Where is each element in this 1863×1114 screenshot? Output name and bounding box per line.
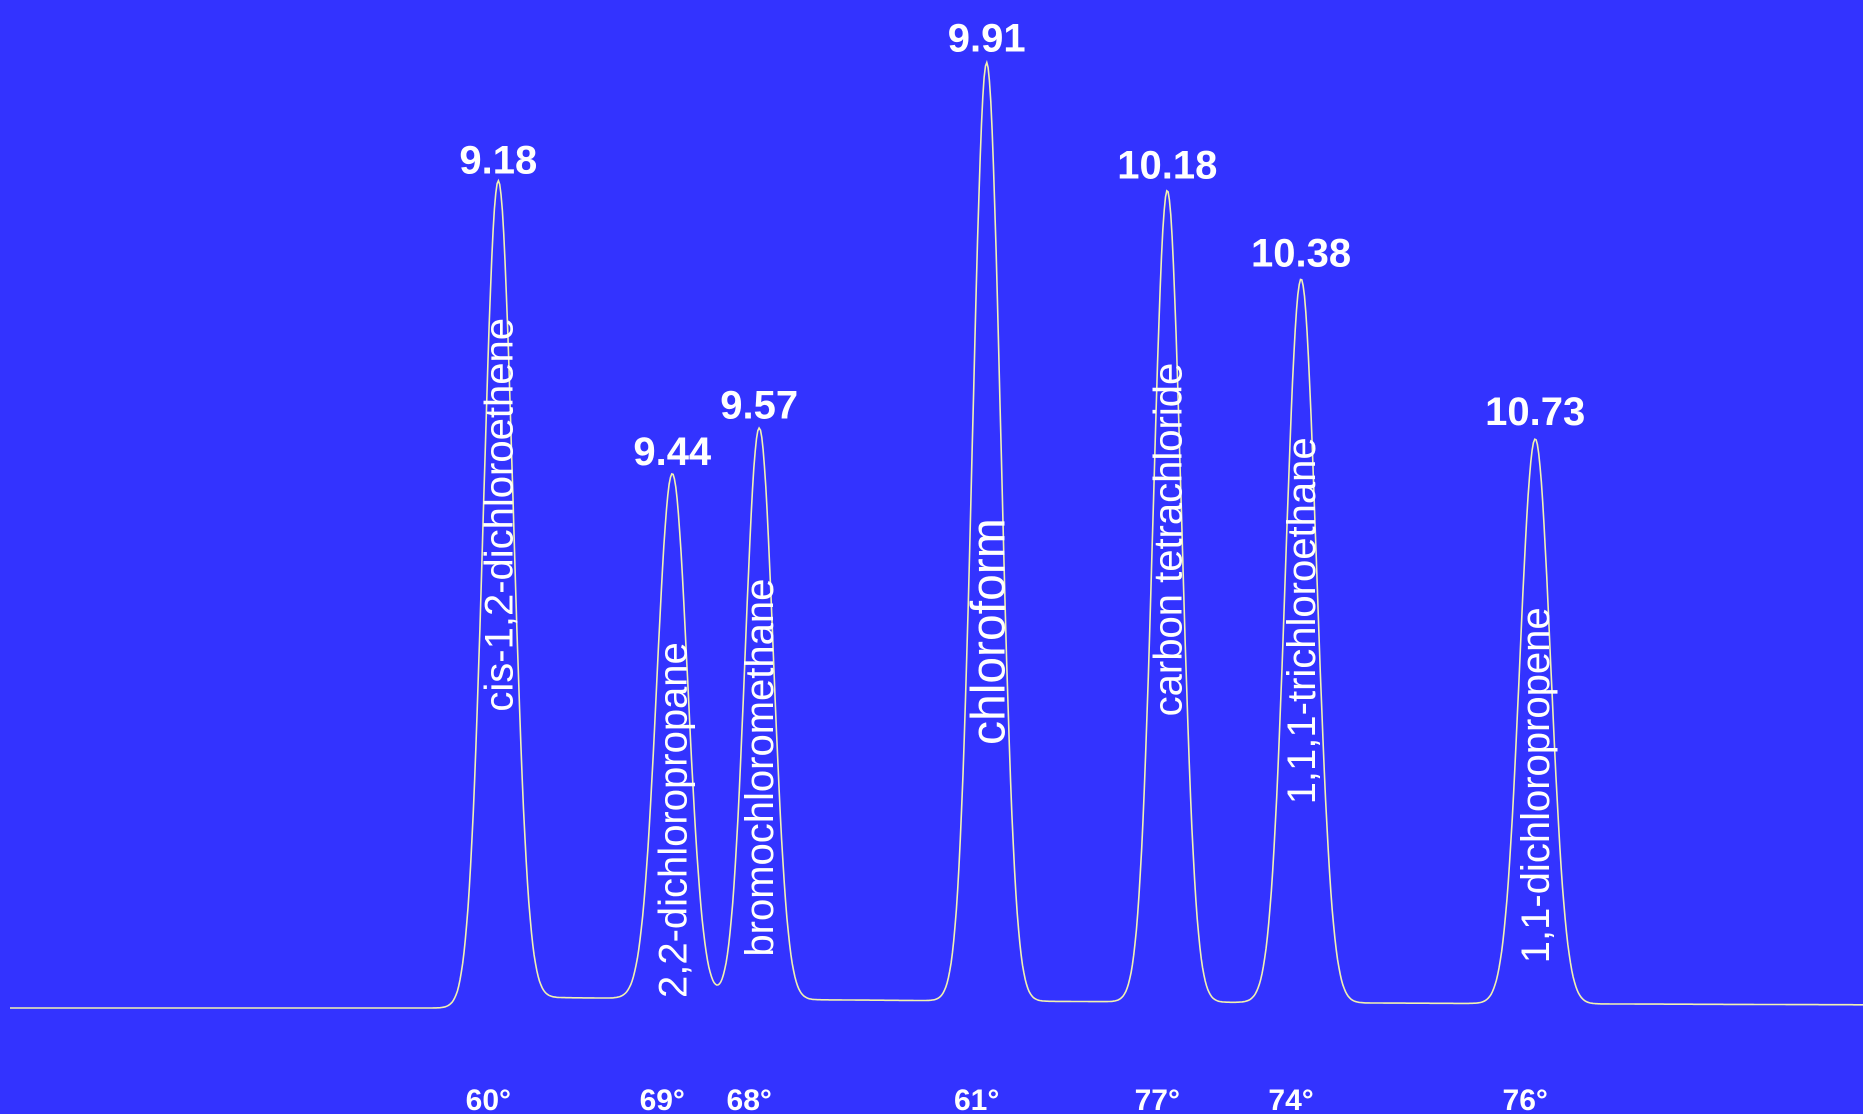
retention-time-label: 10.38 <box>1251 231 1351 275</box>
retention-time-label: 10.18 <box>1117 143 1217 187</box>
retention-time-label: 10.73 <box>1485 390 1585 434</box>
boiling-point-label: 60° <box>466 1084 511 1114</box>
retention-time-label: 9.91 <box>948 17 1026 61</box>
compound-label: 1,1-dichloropropene <box>1514 607 1558 963</box>
compound-label: carbon tetrachloride <box>1146 363 1190 717</box>
retention-time-label: 9.18 <box>459 139 537 183</box>
retention-time-label: 9.44 <box>633 430 712 474</box>
boiling-point-label: 76° <box>1503 1084 1548 1114</box>
boiling-point-label: 61° <box>954 1084 999 1114</box>
boiling-point-label: 68° <box>727 1084 772 1114</box>
compound-label: 2,2-dichloropropane <box>651 642 695 998</box>
retention-time-label: 9.57 <box>720 384 798 428</box>
compound-label: cis-1,2-dichloroethene <box>477 318 521 712</box>
chromatogram-trace <box>10 59 1863 1009</box>
compound-label: bromochloromethane <box>738 579 782 957</box>
boiling-point-label: 74° <box>1268 1084 1313 1114</box>
boiling-point-label: 69° <box>640 1084 685 1114</box>
boiling-point-label: 77° <box>1135 1084 1180 1114</box>
compound-label: chloroform <box>963 518 1016 745</box>
compound-label: 1,1,1-trichloroethane <box>1280 437 1324 804</box>
